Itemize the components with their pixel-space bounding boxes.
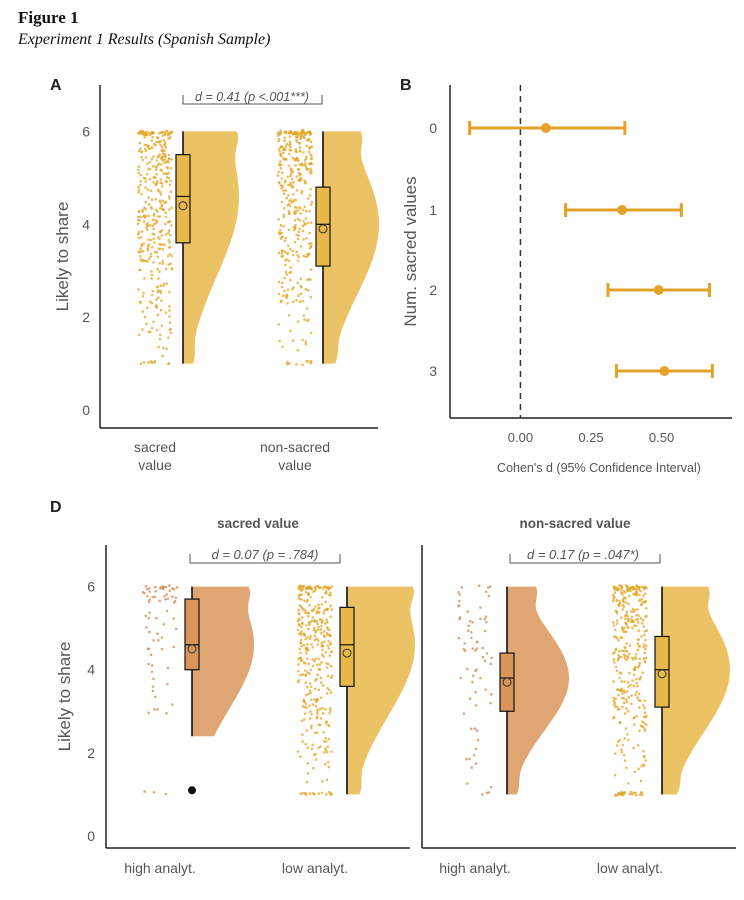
panel-b-row-label-3: 3: [429, 363, 437, 379]
panel-d-facet-1-category-0: high analyt.: [439, 860, 511, 876]
panel-a-box-0-mean: [178, 201, 188, 211]
panel-b-ylabel: Num. sacred values: [401, 176, 420, 326]
panel-d-facet-1-category-1: low analyt.: [597, 860, 663, 876]
panel-b-point-0: [540, 123, 551, 133]
panel-d-facet-0-jitter-1: [296, 584, 334, 796]
panel-a-category-0-1: value: [138, 457, 172, 473]
panel-a-ytick-0: 0: [82, 402, 90, 418]
panel-b-point-3: [659, 366, 670, 376]
panel-d-facet-0-box-0-mean: [187, 644, 197, 654]
panel-d-facet-1-box-0-mean: [502, 677, 512, 687]
panel-a-violin-0: [183, 131, 239, 364]
panel-a-ytick-1: 2: [82, 309, 90, 325]
panel-b-xlabel: Cohen's d (95% Confidence Interval): [497, 461, 701, 475]
panel-a-ytick-2: 4: [82, 216, 90, 232]
panel-b-point-2: [653, 285, 664, 295]
panel-d-facet-0-box-1-mean: [342, 648, 352, 658]
panel-d-facet-1-jitter-1: [611, 584, 649, 797]
panel-d-facet-0-category-1: low analyt.: [282, 860, 348, 876]
panel-a-jitter-1: [276, 128, 314, 367]
panel-d-facet-1-box-1-mean: [657, 669, 667, 679]
panel-d-facet-0-box-0-box: [184, 598, 200, 671]
panel-b-row-label-1: 1: [429, 202, 437, 218]
panel-b-row-label-2: 2: [429, 282, 437, 298]
figure-subtitle: Experiment 1 Results (Spanish Sample): [18, 31, 271, 48]
panel-letter-d: D: [50, 499, 62, 516]
panel-d-facet-0-jitter-0: [141, 584, 179, 796]
panel-d-facet-0-bracket: [189, 554, 341, 564]
panel-a-ylabel: Likely to share: [53, 202, 72, 312]
panel-b-point-1: [617, 205, 628, 215]
panel-a-annotation: d = 0.41 (p <.001***): [195, 90, 309, 104]
panel-d-facet-1-annotation: d = 0.17 (p = .047*): [527, 547, 639, 562]
panel-d-facet-1-violin-0: [507, 586, 569, 795]
panel-letter-a: A: [50, 77, 62, 94]
panel-d-facet-0-annotation: d = 0.07 (p = .784): [212, 547, 319, 562]
panel-a-category-1-1: value: [278, 457, 312, 473]
panel-d-facet-1-bracket: [509, 554, 661, 564]
panel-d-ylabel: Likely to share: [55, 642, 74, 752]
panel-b-xtick-1: 0.25: [578, 430, 603, 445]
figure-title: Figure 1: [18, 8, 79, 27]
panel-d-facet-1-jitter-0: [457, 584, 493, 796]
panel-d-facet-0-violin-1: [347, 586, 415, 795]
panel-d-ytick-0: 0: [87, 828, 95, 844]
panel-d-facet-0-outlier-0: [188, 786, 196, 795]
panel-a-box-1-mean: [318, 224, 328, 234]
panel-a-violin-1: [323, 131, 379, 364]
panel-b-row-label-0: 0: [429, 120, 437, 136]
panel-d-facet-1-violin-1: [662, 586, 730, 795]
panel-d-facet-1-title: non-sacred value: [519, 516, 631, 531]
panel-d-ytick-3: 6: [87, 579, 95, 595]
panel-d-facet-0-violin-0: [192, 586, 254, 737]
panel-a-category-0-0: sacred: [134, 439, 176, 455]
panel-d-facet-0-category-0: high analyt.: [124, 860, 196, 876]
panel-b-xtick-0: 0.00: [508, 430, 533, 445]
panel-d-facet-0-box-1-box: [339, 606, 355, 687]
panel-d-ytick-1: 2: [87, 745, 95, 761]
panel-d-facet-0-title: sacred value: [217, 516, 299, 531]
panel-a-jitter-0: [136, 129, 174, 366]
panel-a-category-1-0: non-sacred: [260, 439, 330, 455]
panel-d-ytick-2: 4: [87, 662, 95, 678]
panel-a-bracket: [182, 95, 323, 105]
panel-a-ytick-3: 6: [82, 123, 90, 139]
panel-letter-b: B: [400, 77, 412, 94]
panel-a-box-0-box: [175, 154, 191, 244]
panel-b-xtick-2: 0.50: [649, 430, 674, 445]
